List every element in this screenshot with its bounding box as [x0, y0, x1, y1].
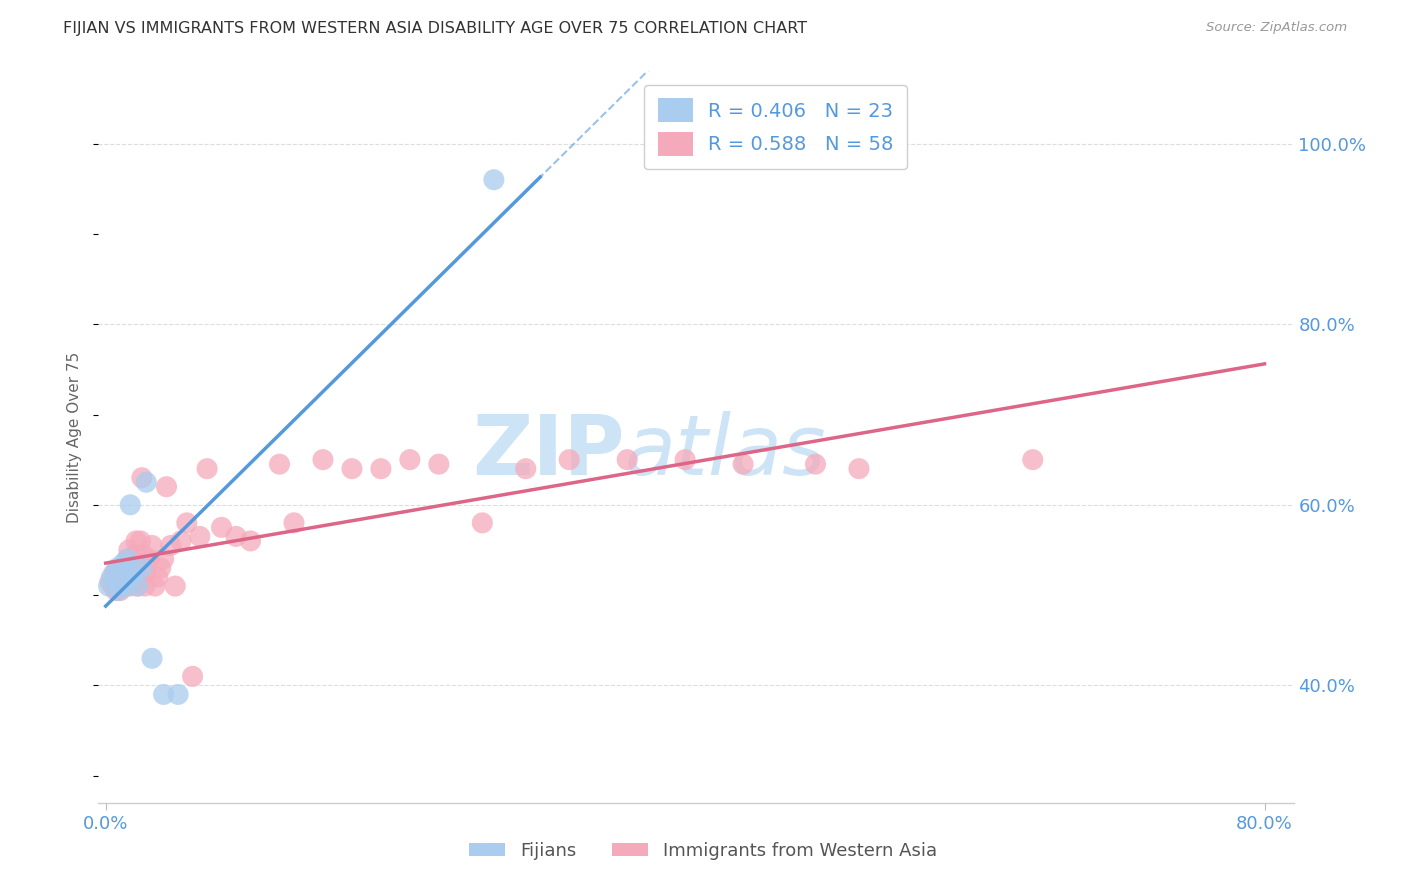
Point	[120, 579, 142, 593]
Point	[134, 579, 156, 593]
Point	[108, 583, 131, 598]
Point	[370, 461, 392, 475]
Point	[143, 579, 166, 593]
Point	[110, 566, 132, 580]
Point	[152, 688, 174, 702]
Text: FIJIAN VS IMMIGRANTS FROM WESTERN ASIA DISABILITY AGE OVER 75 CORRELATION CHART: FIJIAN VS IMMIGRANTS FROM WESTERN ASIA D…	[63, 21, 807, 37]
Point	[340, 461, 363, 475]
Point	[105, 561, 128, 575]
Point	[105, 574, 128, 589]
Point	[132, 548, 155, 562]
Y-axis label: Disability Age Over 75: Disability Age Over 75	[67, 351, 83, 523]
Point	[114, 579, 136, 593]
Point	[471, 516, 494, 530]
Point	[118, 543, 141, 558]
Point	[110, 570, 132, 584]
Point	[211, 520, 233, 534]
Point	[427, 457, 450, 471]
Point	[149, 561, 172, 575]
Point	[482, 172, 505, 186]
Point	[120, 498, 142, 512]
Point	[124, 566, 146, 580]
Text: atlas: atlas	[624, 411, 825, 492]
Point	[121, 570, 143, 584]
Legend: R = 0.406   N = 23, R = 0.588   N = 58: R = 0.406 N = 23, R = 0.588 N = 58	[644, 85, 907, 169]
Point	[804, 457, 827, 471]
Point	[107, 570, 129, 584]
Point	[170, 533, 193, 548]
Point	[515, 461, 537, 475]
Point	[616, 452, 638, 467]
Point	[98, 574, 121, 589]
Point	[165, 579, 187, 593]
Point	[107, 583, 129, 598]
Point	[114, 566, 136, 580]
Point	[188, 529, 211, 543]
Point	[155, 480, 177, 494]
Point	[97, 579, 120, 593]
Point	[167, 688, 190, 702]
Point	[131, 561, 153, 575]
Legend: Fijians, Immigrants from Western Asia: Fijians, Immigrants from Western Asia	[463, 835, 943, 867]
Point	[117, 552, 139, 566]
Point	[141, 538, 163, 552]
Point	[103, 574, 125, 589]
Point	[135, 566, 157, 580]
Point	[108, 574, 131, 589]
Point	[152, 552, 174, 566]
Point	[115, 566, 138, 580]
Point	[127, 579, 149, 593]
Point	[1022, 452, 1045, 467]
Point	[124, 548, 146, 562]
Point	[312, 452, 335, 467]
Point	[195, 461, 218, 475]
Point	[131, 471, 153, 485]
Point	[104, 583, 127, 598]
Point	[399, 452, 422, 467]
Point	[101, 579, 124, 593]
Point	[731, 457, 754, 471]
Point	[104, 566, 127, 580]
Point	[558, 452, 581, 467]
Point	[125, 533, 148, 548]
Point	[225, 529, 247, 543]
Point	[146, 570, 169, 584]
Point	[100, 570, 122, 584]
Point	[160, 538, 183, 552]
Point	[848, 461, 870, 475]
Point	[129, 533, 152, 548]
Point	[673, 452, 696, 467]
Point	[122, 561, 145, 575]
Point	[181, 669, 204, 683]
Point	[127, 579, 149, 593]
Point	[141, 651, 163, 665]
Point	[115, 579, 138, 593]
Point	[138, 552, 160, 566]
Point	[112, 557, 135, 571]
Point	[117, 552, 139, 566]
Point	[121, 570, 143, 584]
Point	[128, 570, 150, 584]
Text: ZIP: ZIP	[472, 411, 624, 492]
Point	[269, 457, 291, 471]
Point	[283, 516, 305, 530]
Text: Source: ZipAtlas.com: Source: ZipAtlas.com	[1206, 21, 1347, 35]
Point	[103, 566, 125, 580]
Point	[112, 561, 135, 575]
Point	[239, 533, 262, 548]
Point	[118, 574, 141, 589]
Point	[135, 475, 157, 490]
Point	[176, 516, 198, 530]
